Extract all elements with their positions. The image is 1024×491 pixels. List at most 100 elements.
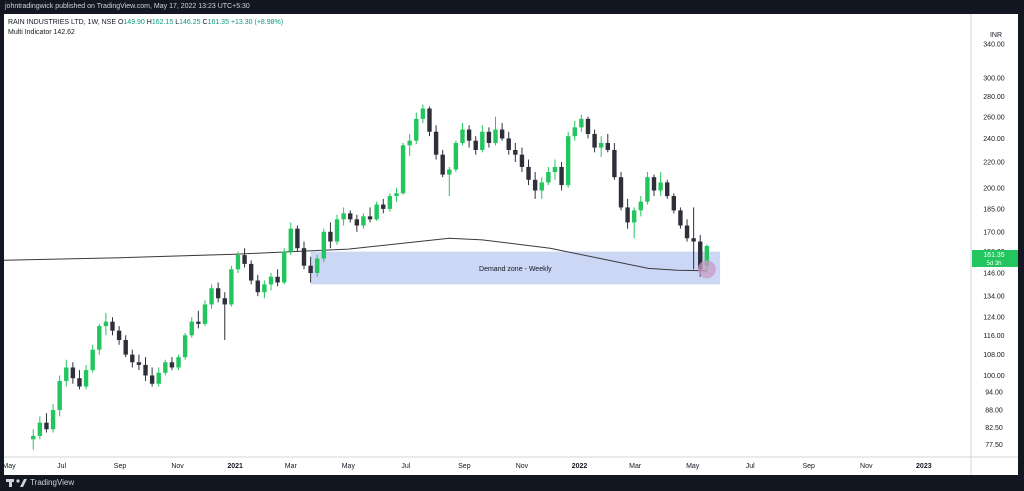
candle xyxy=(97,323,102,355)
time-tick-label: Nov xyxy=(860,463,873,470)
high-value: 162.15 xyxy=(151,19,174,26)
candle xyxy=(149,367,155,387)
candle-body xyxy=(585,118,591,134)
candle xyxy=(37,416,43,440)
candle xyxy=(612,142,617,180)
candle xyxy=(354,214,360,232)
candle-body xyxy=(50,410,56,430)
candle-body xyxy=(440,154,445,175)
footer-bar: TradingView xyxy=(0,475,1024,491)
candle xyxy=(486,127,492,148)
candle-body xyxy=(612,149,617,178)
candle-body xyxy=(288,228,293,252)
candle-body xyxy=(499,129,505,139)
candle-body xyxy=(163,362,168,373)
candle-body xyxy=(374,204,379,220)
candle xyxy=(440,149,445,178)
candle-body xyxy=(31,435,36,440)
candle xyxy=(176,354,181,371)
candle xyxy=(506,131,511,155)
candle-body xyxy=(480,131,485,150)
candle xyxy=(308,256,313,283)
candle xyxy=(678,207,683,229)
brand-name: TradingView xyxy=(30,478,75,487)
candle xyxy=(559,161,564,191)
last-price-badge xyxy=(972,250,1018,267)
candle xyxy=(414,112,419,145)
candle-body xyxy=(130,354,135,363)
price-tick-label: 77.50 xyxy=(985,442,1003,449)
candle xyxy=(453,140,459,173)
time-tick-label: Nov xyxy=(171,463,184,470)
candle-body xyxy=(651,177,657,191)
candle xyxy=(632,207,637,239)
candle-body xyxy=(182,335,188,358)
candle-body xyxy=(103,321,109,327)
candle-body xyxy=(90,349,95,371)
candle xyxy=(361,213,366,229)
candle-body xyxy=(70,367,76,379)
demand-zone-label: Demand zone - Weekly xyxy=(479,266,552,273)
candle xyxy=(143,357,148,381)
candle xyxy=(229,265,234,307)
candle xyxy=(374,201,379,221)
candle xyxy=(447,166,452,197)
time-tick-label: Mar xyxy=(629,463,642,470)
candle xyxy=(480,125,485,153)
ma-line xyxy=(3,237,707,272)
candle xyxy=(77,370,82,390)
candle xyxy=(341,207,346,226)
time-tick-label: May xyxy=(4,463,16,470)
candle-body xyxy=(394,193,399,197)
candle xyxy=(400,142,406,195)
candle-body xyxy=(143,364,148,376)
candle-body xyxy=(592,133,597,148)
candle xyxy=(394,187,399,202)
candle xyxy=(103,312,109,336)
time-tick-label: Jul xyxy=(57,463,66,470)
last-price-label: 161.35 xyxy=(983,252,1005,259)
candle xyxy=(70,362,76,384)
chart-area[interactable]: Demand zone - Weekly 77.50 82.50 88.00 94.0… xyxy=(2,14,1018,475)
candle-body xyxy=(334,219,340,242)
candle-body xyxy=(328,231,333,242)
candle xyxy=(473,136,478,155)
candle xyxy=(123,335,128,358)
indicator-legend[interactable]: Multi Indicator 142.62 xyxy=(8,28,283,38)
candle xyxy=(255,274,260,297)
time-tick-label: Mar xyxy=(285,463,298,470)
time-tick-label: Jul xyxy=(401,463,410,470)
candle-body xyxy=(255,280,260,293)
candlestick-chart[interactable]: Demand zone - Weekly 77.50 82.50 88.00 94.0… xyxy=(2,14,1018,475)
candle-body xyxy=(83,370,89,387)
candle-body xyxy=(248,263,254,281)
time-tick-label: Sep xyxy=(114,463,127,470)
candle xyxy=(638,196,644,217)
candle xyxy=(618,172,624,211)
candle xyxy=(585,116,591,139)
plot-background xyxy=(4,14,1018,475)
price-tick-label: 260.00 xyxy=(983,114,1005,121)
low-value: 146.25 xyxy=(179,19,201,26)
candle xyxy=(598,136,604,158)
low-label: L xyxy=(175,19,180,26)
candle-body xyxy=(486,131,492,143)
candle xyxy=(156,367,161,387)
candle-body xyxy=(658,182,663,191)
candle-body xyxy=(387,196,393,209)
candle-body xyxy=(64,367,69,381)
candle-body xyxy=(466,129,472,141)
candle xyxy=(572,120,577,141)
price-tick-label: 170.00 xyxy=(983,229,1005,236)
candle xyxy=(83,364,89,390)
candle-body xyxy=(37,422,43,436)
candle-body xyxy=(460,129,465,143)
price-tick-label: 300.00 xyxy=(983,76,1005,83)
close-label: C xyxy=(202,19,208,26)
demand-zone-0[interactable] xyxy=(310,251,721,285)
indicator-name: Multi Indicator xyxy=(8,29,52,36)
candle xyxy=(315,255,320,277)
countdown-label: 5d 3h xyxy=(986,261,1001,267)
close-value: 161.35 xyxy=(207,19,229,26)
candle xyxy=(433,125,439,160)
